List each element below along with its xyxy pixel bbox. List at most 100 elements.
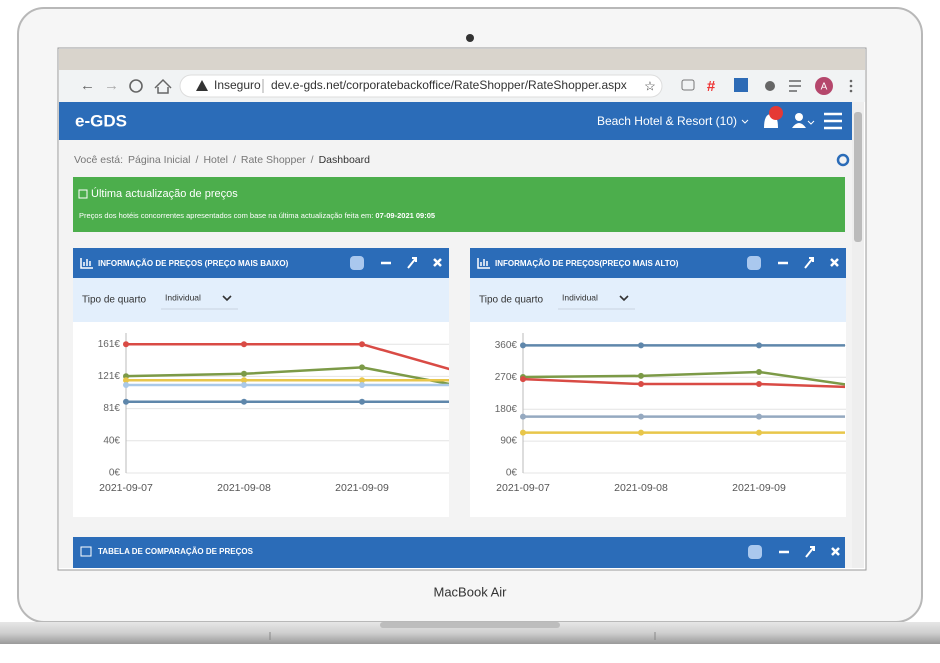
user-icon <box>792 123 806 128</box>
fullscreen-button[interactable] <box>407 257 417 269</box>
breadcrumb-item[interactable]: Hotel <box>203 154 228 166</box>
data-point <box>756 429 762 436</box>
alert <box>73 177 845 232</box>
address-bar[interactable] <box>179 74 663 98</box>
chevron <box>741 119 749 124</box>
y-tick-label: 0€ <box>109 468 121 479</box>
room-select[interactable]: Individual <box>562 292 598 302</box>
back-button[interactable]: ← <box>80 77 95 94</box>
breadcrumb-separator: / <box>233 154 236 166</box>
bookmark-star[interactable]: ☆ <box>644 78 656 93</box>
extensions-button[interactable] <box>765 81 775 91</box>
data-point <box>359 382 365 388</box>
y-tick-label: 81€ <box>103 403 120 414</box>
data-point <box>756 381 762 388</box>
x-tick-label: 2021-09-09 <box>335 482 389 494</box>
close-button[interactable] <box>433 258 442 267</box>
data-point <box>520 413 526 420</box>
data-point <box>359 377 365 384</box>
y-tick-label: 90€ <box>500 436 517 447</box>
data-point <box>520 376 526 383</box>
chart-panel: INFORMAÇÃO DE PREÇOS (PREÇO MAIS BAIXO) T… <box>73 248 449 517</box>
menu-dot <box>849 84 853 88</box>
close-button[interactable] <box>830 258 839 267</box>
series-line <box>125 366 449 386</box>
notch <box>380 622 560 628</box>
collapse-toggle[interactable] <box>747 256 761 270</box>
y-tick-label: 360€ <box>495 340 518 351</box>
extension-icon[interactable] <box>681 79 695 91</box>
chart-icon <box>477 258 490 269</box>
alert-text: Preços dos hotéis concorrentes apresenta… <box>79 211 435 220</box>
app-header <box>59 102 852 140</box>
forward-button[interactable]: → <box>104 77 119 94</box>
data-point <box>241 377 247 384</box>
hamburger[interactable] <box>824 112 842 130</box>
logo[interactable]: e-GDS <box>75 111 127 130</box>
reload-button[interactable] <box>129 79 143 93</box>
data-point <box>359 398 365 405</box>
data-point <box>638 372 644 379</box>
data-point <box>241 341 247 348</box>
table-panel-title: TABELA DE COMPARAÇÃO DE PREÇOS <box>98 547 254 556</box>
y-tick-label: 121€ <box>98 371 121 382</box>
menu[interactable] <box>849 79 853 83</box>
panel-title: INFORMAÇÃO DE PREÇOS(PREÇO MAIS ALTO) <box>495 259 679 268</box>
warning-icon <box>196 80 208 91</box>
data-point <box>756 413 762 420</box>
chart-icon <box>80 258 93 269</box>
x-tick-label: 2021-09-09 <box>732 482 786 494</box>
data-point <box>756 368 762 375</box>
data-point <box>638 413 644 420</box>
x-tick-label: 2021-09-07 <box>496 482 550 494</box>
close-button[interactable] <box>831 547 840 556</box>
breadcrumb-item: Dashboard <box>319 154 371 166</box>
data-point <box>241 382 247 388</box>
x-tick-label: 2021-09-08 <box>614 482 668 494</box>
table-icon <box>80 546 92 557</box>
select-chevron <box>222 295 232 302</box>
extension-icon[interactable] <box>734 78 748 92</box>
data-point <box>638 342 644 349</box>
collapse-toggle[interactable] <box>748 545 762 559</box>
check-icon <box>78 189 88 199</box>
data-point <box>123 398 129 405</box>
breadcrumb-separator: / <box>196 154 199 166</box>
reading-list[interactable] <box>789 80 801 92</box>
series-line <box>522 370 845 386</box>
x-tick-label: 2021-09-08 <box>217 482 271 494</box>
settings-icon[interactable] <box>836 153 850 167</box>
extension-icon[interactable]: # <box>707 78 716 95</box>
scrollbar-thumb[interactable] <box>854 112 862 242</box>
y-tick-label: 0€ <box>506 468 518 479</box>
breadcrumb-item[interactable]: Rate Shopper <box>241 154 306 166</box>
laptop-base <box>0 622 940 644</box>
avatar-letter: A <box>821 82 828 93</box>
menu-dot <box>849 89 853 93</box>
camera <box>466 34 474 42</box>
x-tick-label: 2021-09-07 <box>99 482 153 494</box>
fullscreen-button[interactable] <box>804 257 814 269</box>
alert-title: Última actualização de preços <box>91 187 238 200</box>
breadcrumb-separator: / <box>311 154 314 166</box>
data-point <box>520 342 526 349</box>
table-panel-header <box>73 537 845 568</box>
room-select[interactable]: Individual <box>165 292 201 302</box>
collapse-toggle[interactable] <box>350 256 364 270</box>
user-menu[interactable] <box>795 113 803 121</box>
fullscreen-button[interactable] <box>805 546 815 558</box>
y-tick-label: 40€ <box>103 435 120 446</box>
data-point <box>241 398 247 405</box>
hotel-selector[interactable]: Beach Hotel & Resort (10) <box>597 114 737 128</box>
avatar[interactable] <box>815 77 833 95</box>
data-point <box>359 341 365 348</box>
tab-strip <box>59 49 865 70</box>
breadcrumb-item[interactable]: Página Inicial <box>128 154 190 166</box>
data-point <box>359 364 365 371</box>
data-point <box>638 381 644 388</box>
filter-label: Tipo de quarto <box>479 295 544 306</box>
filter-bar <box>73 278 449 322</box>
home-button[interactable] <box>154 78 172 94</box>
data-point <box>241 370 247 377</box>
